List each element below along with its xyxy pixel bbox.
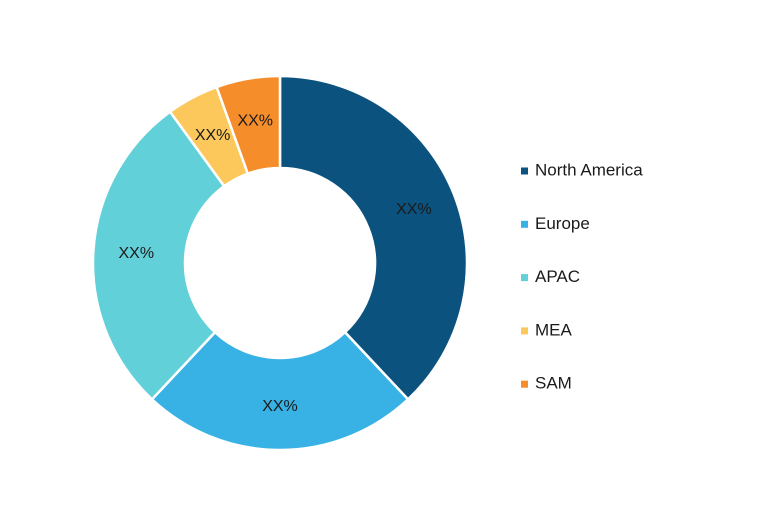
legend-marker — [521, 327, 528, 335]
donut-slice — [278, 74, 469, 402]
slice-label: XX% — [396, 201, 432, 218]
donut-slice — [91, 109, 226, 402]
donut-slice — [215, 74, 282, 176]
donut-slice — [150, 330, 410, 452]
slice-label: XX% — [237, 112, 273, 129]
legend-marker — [521, 380, 528, 388]
legend-marker — [521, 167, 528, 175]
legend-label: SAM — [535, 374, 572, 393]
slice-label: XX% — [118, 245, 154, 262]
legend-marker — [521, 274, 528, 282]
legend-label: MEA — [535, 320, 573, 339]
legend-label: APAC — [535, 267, 580, 286]
legend-marker — [521, 220, 528, 228]
legend-label: Europe — [535, 214, 590, 233]
slice-label: XX% — [262, 398, 298, 415]
slice-label: XX% — [195, 127, 231, 144]
legend-label: North America — [535, 160, 643, 179]
